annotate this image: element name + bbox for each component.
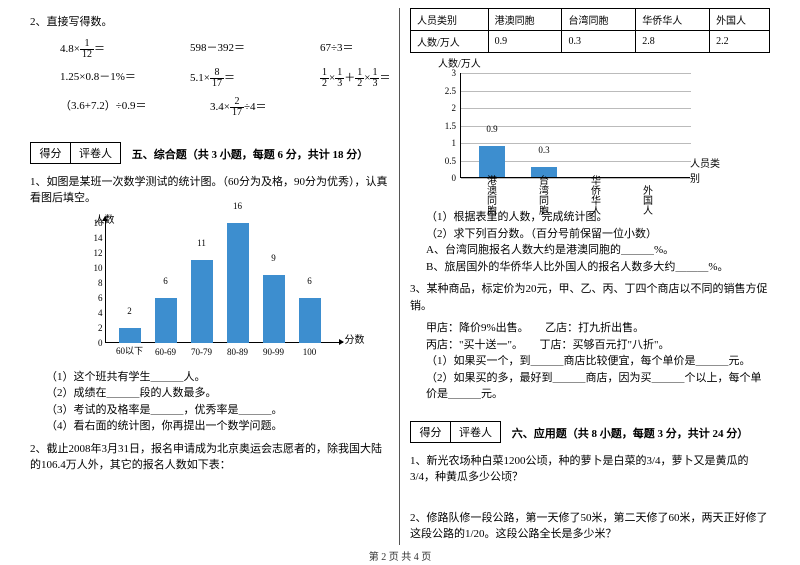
q5-1: 1、如图是某班一次数学测试的统计图。（60分为及格，90分为优秀），认真看图后填… [30, 174, 389, 207]
expr-row-1: 4.8×112＝ 598－392＝ 67÷3＝ [60, 39, 389, 60]
q5-2-2: （2）求下列百分数。（百分号前保留一位小数） [426, 226, 770, 243]
score-box-2: 得分 评卷人 [410, 421, 501, 443]
q5-3: 3、某种商品，标定价为20元，甲、乙、丙、丁四个商店以不同的销售方促销。 [410, 281, 770, 314]
score-box: 得分 评卷人 [30, 142, 121, 164]
q5-2-A: A、台湾同胞报名人数大约是港澳同胞的＿＿＿%。 [426, 242, 770, 259]
section-5-title: 五、综合题（共 3 小题，每题 6 分，共计 18 分） [132, 146, 369, 162]
q5-1-2: （2）成绩在＿＿＿段的人数最多。 [46, 385, 389, 402]
chart-applicants: 人数/万人 00.511.522.53 0.9港澳同胞 0.3台湾同胞华侨华人外… [430, 59, 710, 199]
q6-1: 1、新光农场种白菜1200公顷，种的萝卜是白菜的3/4，萝卜又是黄瓜的3/4，种… [410, 453, 770, 486]
applicant-table: 人员类别港澳同胞台湾同胞华侨华人外国人 人数/万人0.90.32.82.2 [410, 8, 770, 53]
section-6-title: 六、应用题（共 8 小题，每题 3 分，共计 24 分） [512, 425, 749, 441]
q5-1-4: （4）看右面的统计图，你再提出一个数学问题。 [46, 418, 389, 435]
right-column: 人员类别港澳同胞台湾同胞华侨华人外国人 人数/万人0.90.32.82.2 人数… [400, 8, 780, 545]
left-column: 2、直接写得数。 4.8×112＝ 598－392＝ 67÷3＝ 1.25×0.… [20, 8, 400, 545]
q6-2: 2、修路队修一段公路，第一天修了50米，第二天修了60米，两天正好修了这段公路的… [410, 510, 770, 543]
q5-2: 2、截止2008年3月31日，报名申请成为北京奥运会志愿者的，除我国大陆的106… [30, 441, 389, 474]
q5-1-1: （1）这个班共有学生＿＿＿人。 [46, 369, 389, 386]
q5-1-3: （3）考试的及格率是＿＿＿，优秀率是＿＿＿。 [46, 402, 389, 419]
expr-row-3: （3.6+7.2）÷0.9＝ 3.4×217÷4＝ [60, 97, 389, 118]
chart-scores: 人数 0246810121416 2 60以下 6 60-69 11 70-79… [65, 213, 355, 363]
page-footer: 第 2 页 共 4 页 [0, 548, 800, 563]
expr-row-2: 1.25×0.8－1%＝ 5.1×817＝ 12×13＋12×13＝ [60, 68, 389, 89]
q5-2-B: B、旅居国外的华侨华人比外国人的报名人数多大约＿＿＿%。 [426, 259, 770, 276]
q2-title: 2、直接写得数。 [30, 14, 389, 31]
